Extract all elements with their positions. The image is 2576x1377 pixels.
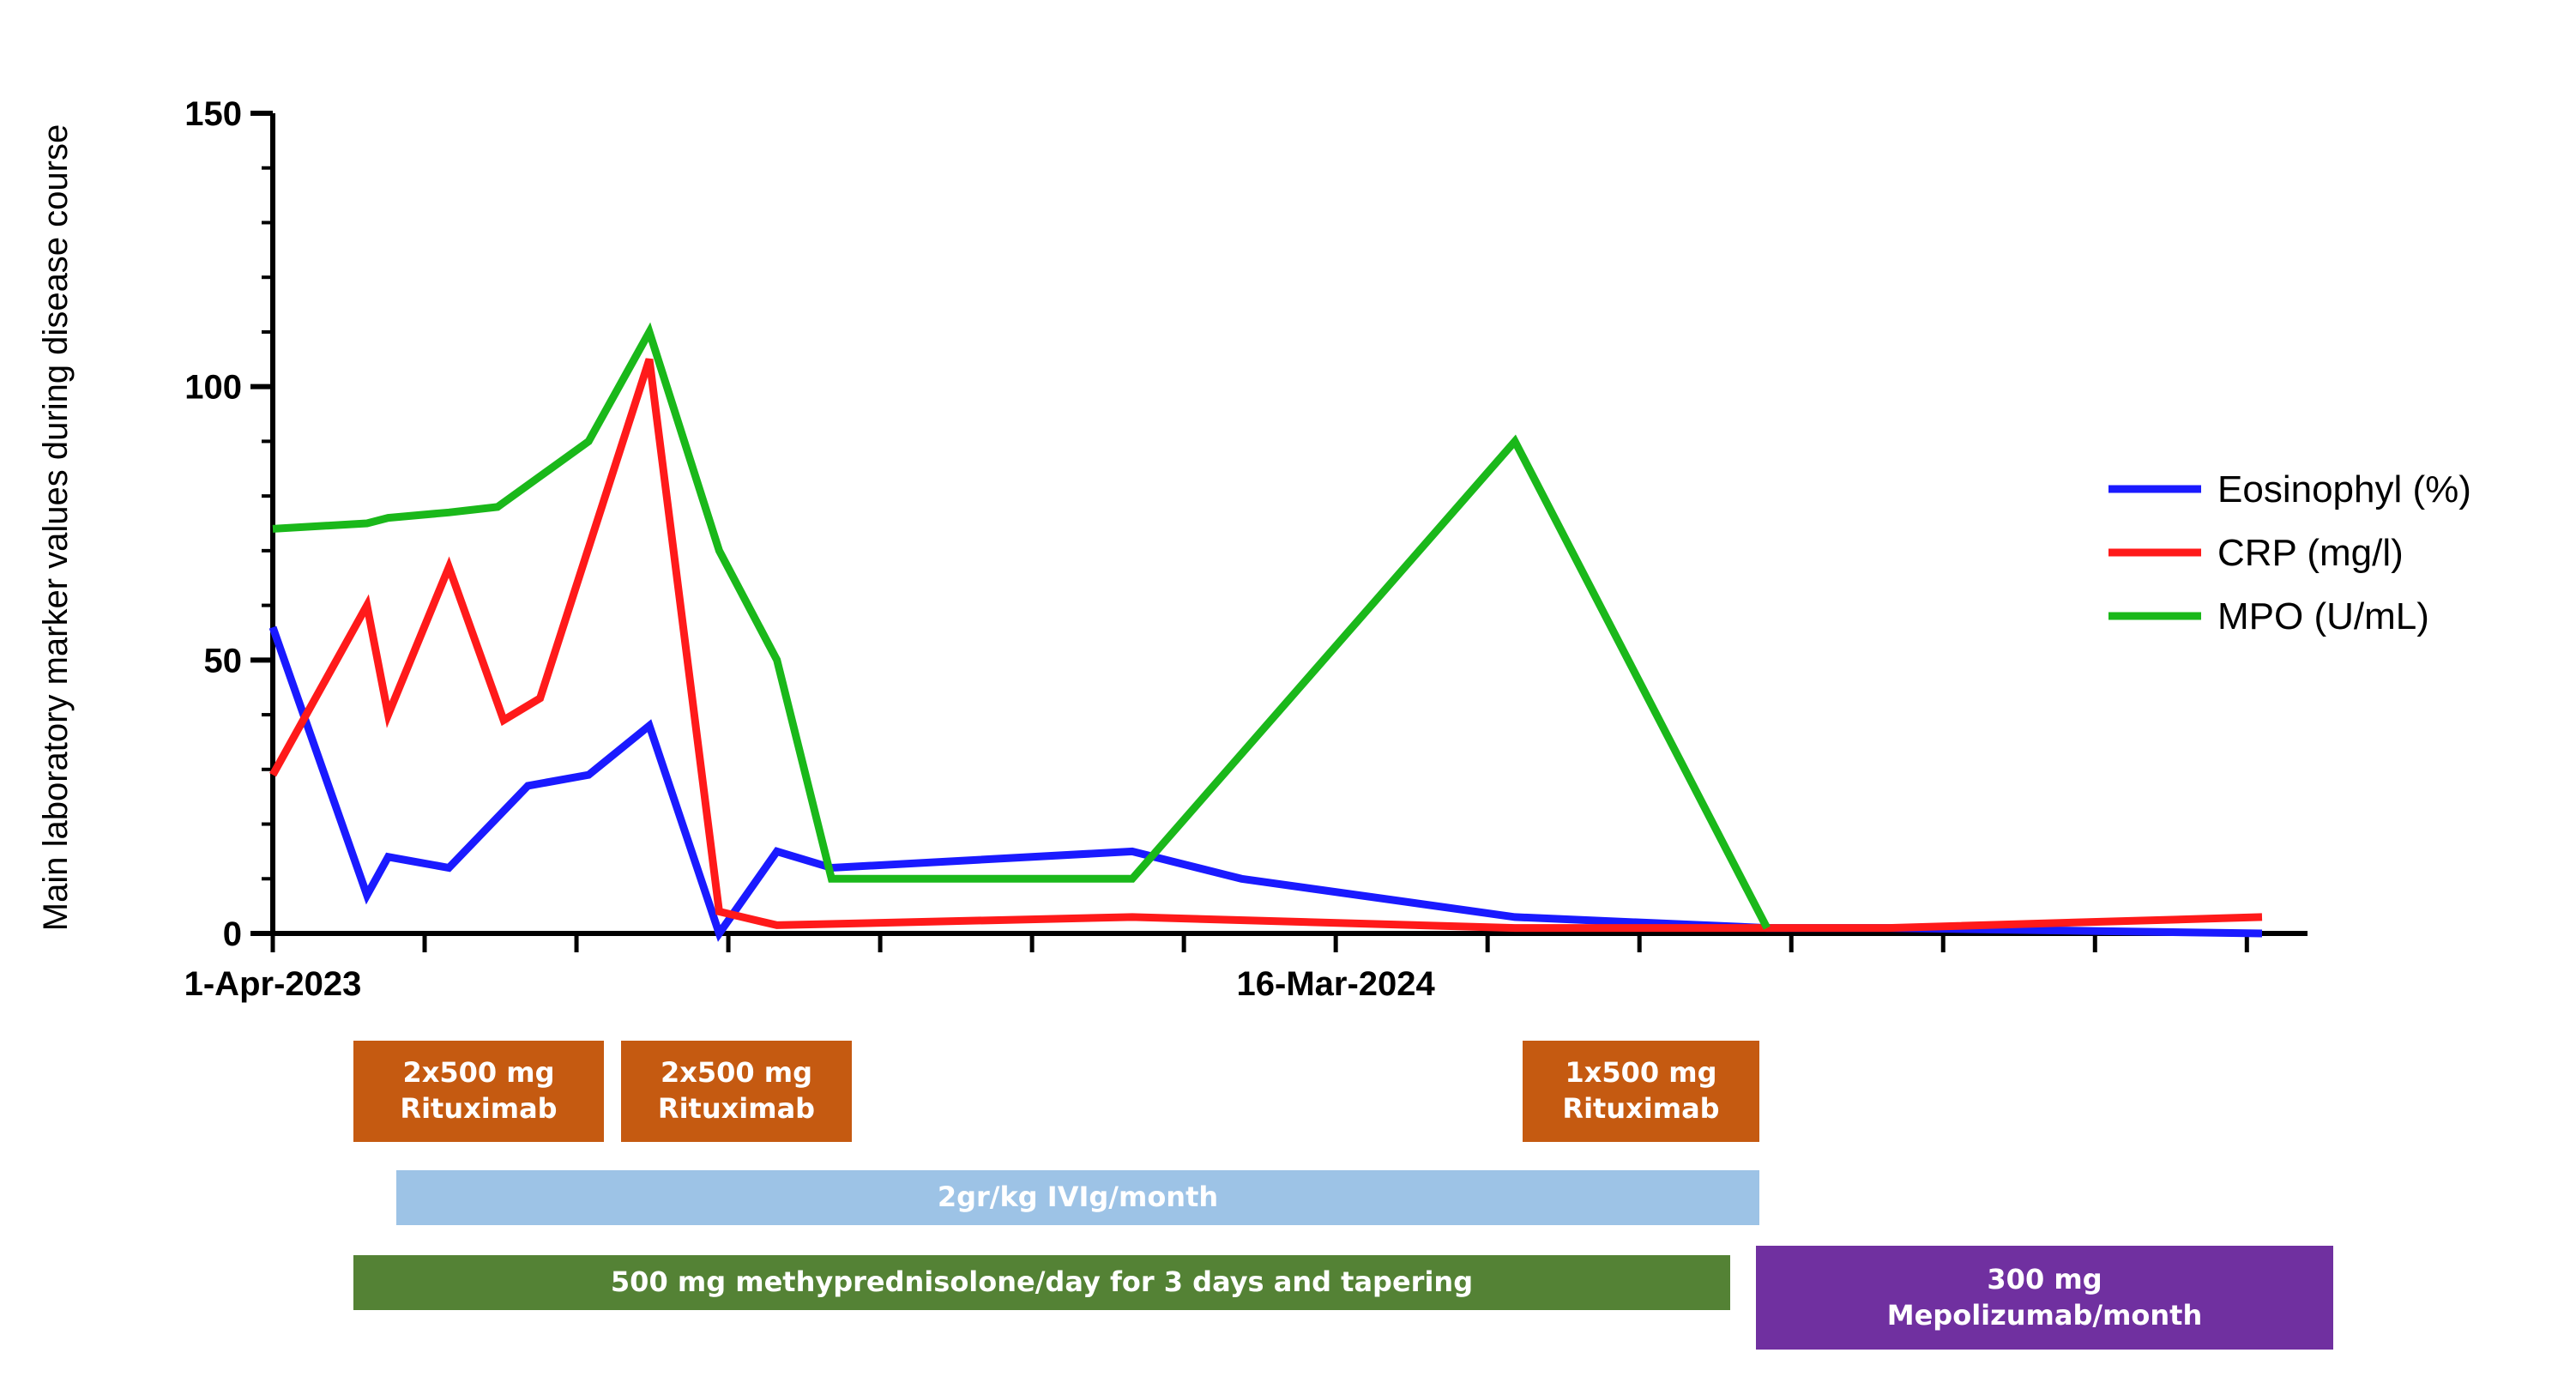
treatment-methylprednisolone: 500 mg methyprednisolone/day for 3 days … — [353, 1255, 1730, 1310]
treatment-rituximab-3: 1x500 mg Rituximab — [1523, 1041, 1759, 1142]
series-line-0 — [268, 625, 2263, 942]
legend: Eosinophyl (%) CRP (mg/l) MPO (U/mL) — [2108, 468, 2471, 637]
treatment-label-line: 300 mg — [1987, 1262, 2102, 1295]
treatment-label-line: 2x500 mg — [660, 1056, 813, 1090]
y-tick-label: 0 — [223, 915, 242, 953]
y-axis-title: Main laboratory marker values during dis… — [37, 124, 75, 931]
treatment-rituximab-2: 2x500 mg Rituximab — [621, 1041, 852, 1142]
x-tick-label: 16-Mar-2024 — [1237, 965, 1436, 1003]
treatment-label-line: 500 mg methyprednisolone/day for 3 days … — [610, 1265, 1474, 1299]
legend-label: Eosinophyl (%) — [2217, 468, 2471, 510]
legend-label: CRP (mg/l) — [2217, 532, 2404, 574]
legend-label: MPO (U/mL) — [2217, 595, 2429, 637]
treatment-label-line: 2x500 mg — [402, 1056, 555, 1090]
treatment-label-line: Rituximab — [400, 1092, 558, 1125]
treatment-mepolizumab: 300 mg Mepolizumab/month — [1756, 1246, 2333, 1350]
y-tick-label: 50 — [204, 642, 243, 679]
x-tick-label: 1-Apr-2023 — [184, 965, 362, 1003]
treatment-label-line: 1x500 mg — [1565, 1056, 1717, 1090]
y-tick-label: 150 — [184, 95, 242, 133]
treatment-rituximab-1: 2x500 mg Rituximab — [353, 1041, 604, 1142]
series-line-1 — [269, 358, 2263, 933]
treatment-label-line: Rituximab — [1562, 1092, 1720, 1125]
series-line-2 — [272, 322, 1771, 930]
treatment-label-line: 2gr/kg IVIg/month — [937, 1181, 1219, 1214]
y-tick-label: 100 — [184, 369, 242, 407]
treatment-label-line: Rituximab — [657, 1092, 816, 1125]
series-lines — [268, 322, 2263, 942]
treatment-label-line: Mepolizumab/month — [1886, 1298, 2203, 1332]
treatment-ivig: 2gr/kg IVIg/month — [396, 1170, 1759, 1225]
axes: 0 50 100 150 1-Apr-2023 16-Mar-2024 — [184, 95, 2308, 1003]
